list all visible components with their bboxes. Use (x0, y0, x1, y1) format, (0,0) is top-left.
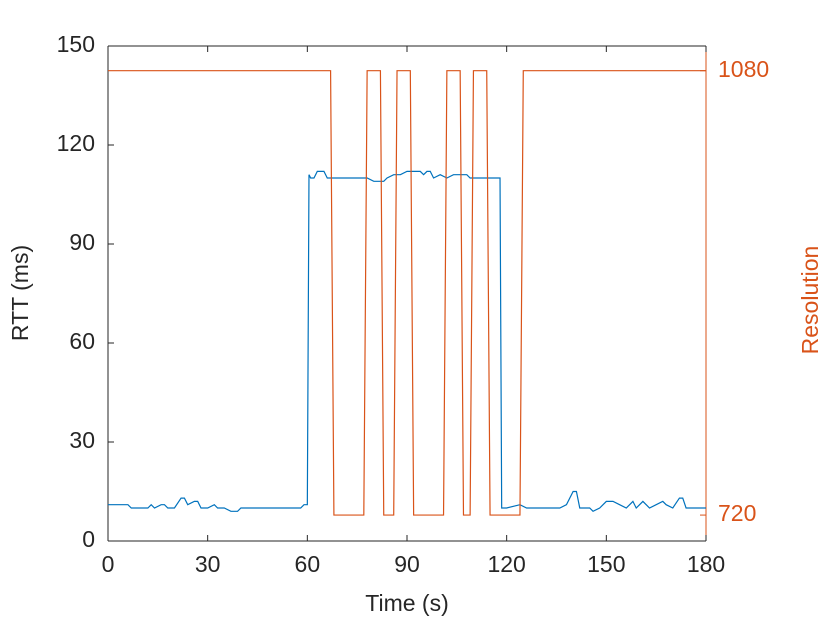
x-axis-title: Time (s) (365, 590, 448, 616)
x-tick-label: 0 (102, 551, 115, 577)
y-tick-label: 90 (69, 229, 95, 255)
y-tick-label: 150 (57, 31, 95, 57)
x-tick-label: 180 (687, 551, 725, 577)
x-tick-label: 120 (487, 551, 525, 577)
y-tick-label: 60 (69, 328, 95, 354)
x-tick-label: 150 (587, 551, 625, 577)
y2-axis-title: Resolution (797, 246, 823, 355)
x-tick-label: 60 (295, 551, 321, 577)
x-tick-label: 30 (195, 551, 221, 577)
series-line (108, 70, 706, 516)
y-axis-title: RTT (ms) (7, 245, 33, 341)
y-tick-label: 0 (82, 526, 95, 552)
y-tick-label: 120 (57, 130, 95, 156)
y2-tick-label: 1080 (718, 56, 769, 82)
y-tick-label: 30 (69, 427, 95, 453)
y2-tick-label: 720 (718, 500, 756, 526)
x-tick-label: 90 (394, 551, 420, 577)
series-line (108, 170, 706, 513)
